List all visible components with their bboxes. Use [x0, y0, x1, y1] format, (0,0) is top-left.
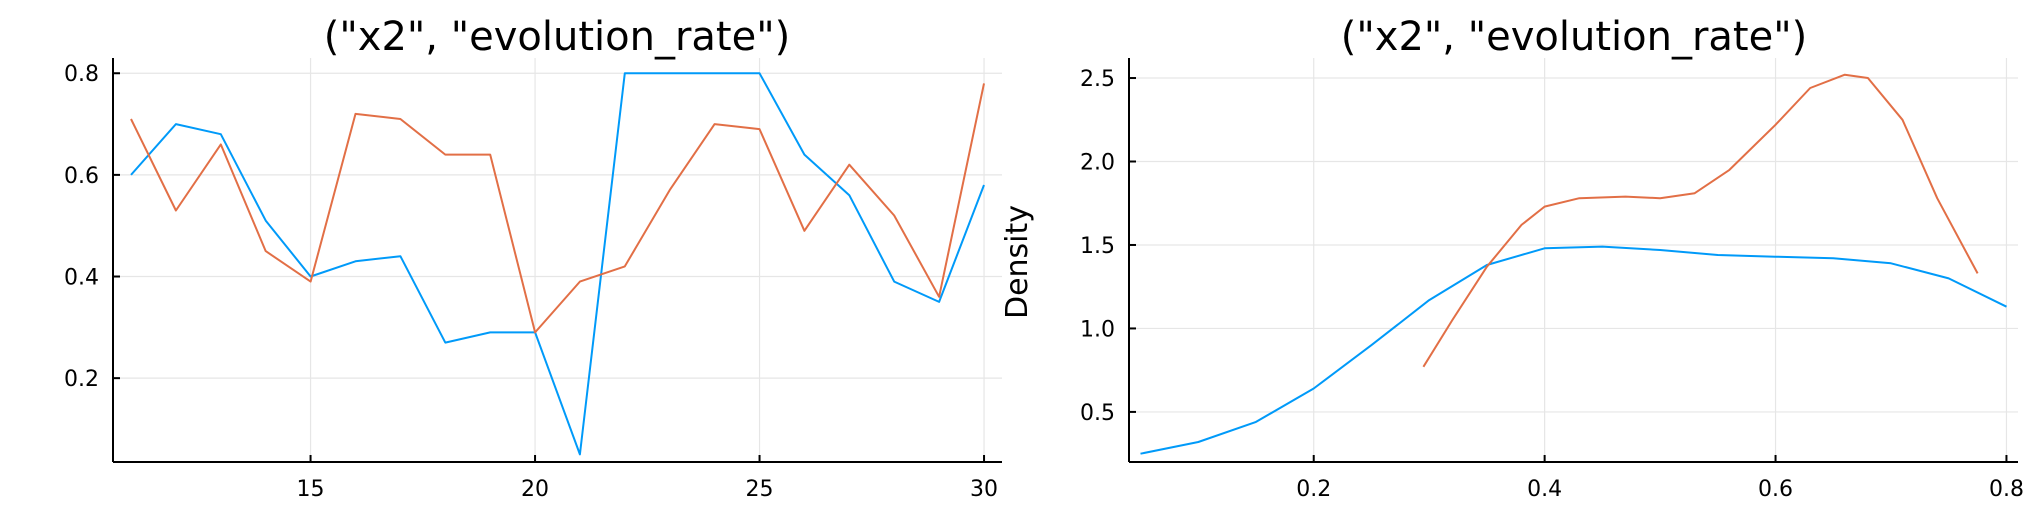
left-y-tick-label: 0.4 — [64, 266, 99, 291]
right-y-axis-label: Density — [1000, 205, 1035, 319]
left-x-tick-label: 25 — [746, 477, 774, 502]
left-y-tick-label: 0.6 — [64, 164, 99, 189]
right-series-group — [1140, 73, 2007, 455]
left-panel: ("x2", "evolution_rate") 15 20 25 30 0.2 0.4 0… — [64, 14, 1002, 502]
right-y-tick-label: 2.0 — [1080, 151, 1115, 176]
right-ticks: 0.2 0.4 0.6 0.8 0.5 1.0 1.5 2.0 2.5 — [1080, 67, 2024, 502]
right-series-2-line — [1422, 73, 1979, 368]
left-x-tick-label: 15 — [297, 477, 325, 502]
left-y-tick-label: 0.2 — [64, 367, 99, 392]
right-grid — [1129, 58, 2018, 462]
right-x-tick-label: 0.4 — [1527, 477, 1562, 502]
right-y-tick-label: 1.0 — [1080, 317, 1115, 342]
right-x-tick-label: 0.2 — [1296, 477, 1331, 502]
left-chart-title: ("x2", "evolution_rate") — [324, 14, 790, 60]
right-chart-title: ("x2", "evolution_rate") — [1341, 14, 1807, 60]
right-x-tick-label: 0.6 — [1758, 477, 1793, 502]
left-x-tick-label: 30 — [970, 477, 998, 502]
left-series-group — [130, 72, 985, 456]
right-y-tick-label: 0.5 — [1080, 401, 1115, 426]
left-x-tick-label: 20 — [521, 477, 549, 502]
right-y-tick-label: 1.5 — [1080, 234, 1115, 259]
right-series-1-line — [1140, 245, 2007, 455]
right-panel: ("x2", "evolution_rate") Density 0.2 0.4 0… — [1000, 14, 2024, 502]
left-y-tick-label: 0.8 — [64, 62, 99, 87]
left-series-2-line — [130, 83, 985, 334]
right-y-tick-label: 2.5 — [1080, 67, 1115, 92]
left-series-1-line — [130, 72, 985, 456]
left-grid — [113, 58, 1002, 462]
right-x-tick-label: 0.8 — [1989, 477, 2024, 502]
left-ticks: 15 20 25 30 0.2 0.4 0.6 0.8 — [64, 62, 998, 502]
